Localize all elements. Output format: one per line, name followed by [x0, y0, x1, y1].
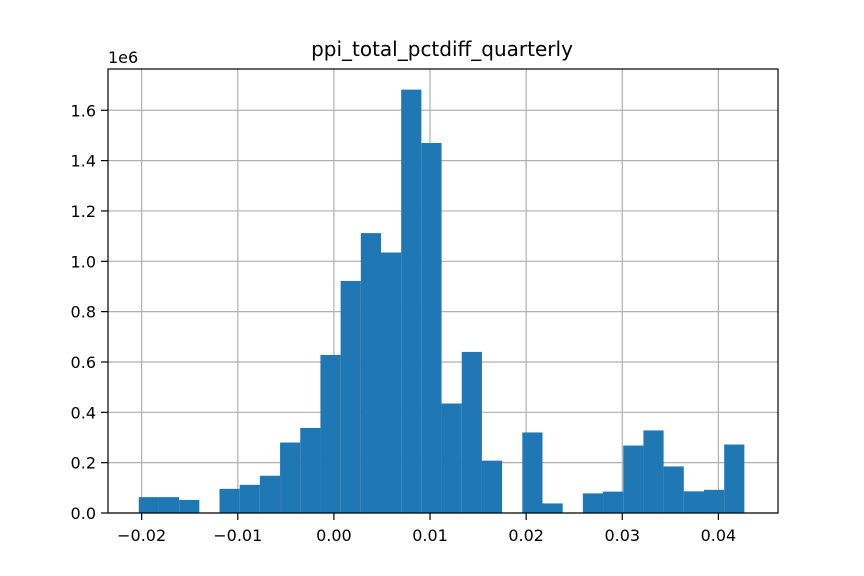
y-tick-label: 1.2: [71, 202, 96, 221]
histogram-bar: [623, 445, 644, 513]
y-axis-ticks: 0.0 0.2 0.4 0.6 0.8 1.0 1.2 1.4 1.6: [71, 101, 108, 523]
histogram-bar: [421, 143, 442, 513]
histogram-bar: [401, 89, 422, 513]
axes-frame: [107, 68, 779, 514]
histogram-bar: [320, 354, 341, 513]
x-tick-label: 0.04: [701, 526, 737, 545]
y-tick-label: 0.4: [71, 403, 96, 422]
y-tick-label: 0.2: [71, 454, 96, 473]
y-tick-label: 1.0: [71, 252, 96, 271]
x-tick-label: 0.02: [508, 526, 544, 545]
histogram-bar: [340, 280, 361, 513]
x-tick-label: −0.02: [117, 526, 166, 545]
histogram-bar: [239, 484, 260, 513]
histogram-bar: [683, 491, 704, 513]
y-tick-label: 0.8: [71, 303, 96, 322]
x-axis-ticks: −0.02 −0.01 0.00 0.01 0.02 0.03 0.04: [117, 513, 736, 545]
histogram-bar: [219, 488, 240, 513]
histogram-bar: [360, 233, 381, 514]
y-tick-label: 1.4: [71, 152, 96, 171]
histogram-bar: [259, 475, 281, 513]
histogram-bar: [158, 497, 180, 513]
histogram-bar: [179, 499, 200, 513]
x-tick-label: 0.00: [316, 526, 352, 545]
histogram-bar: [300, 427, 321, 513]
histogram-bar: [703, 489, 725, 513]
y-tick-label: 1.6: [71, 101, 96, 120]
x-tick-label: −0.01: [213, 526, 262, 545]
histogram-bar: [138, 497, 159, 513]
histogram-bar: [441, 403, 462, 513]
histogram-bar: [663, 466, 684, 513]
histogram-bar: [603, 491, 624, 513]
histogram-bar: [643, 430, 664, 513]
x-tick-label: 0.01: [412, 526, 448, 545]
histogram-bar: [280, 442, 301, 513]
y-tick-label: 0.0: [71, 504, 96, 523]
y-tick-label: 0.6: [71, 353, 96, 372]
y-offset-label: 1e6: [108, 48, 138, 67]
histogram-bar: [380, 252, 402, 513]
histogram-bar: [461, 351, 482, 513]
chart-title: ppi_total_pctdiff_quarterly: [311, 37, 573, 61]
histogram-bar: [582, 493, 604, 513]
histogram-bar: [542, 503, 563, 513]
x-tick-label: 0.03: [604, 526, 640, 545]
histogram-bar: [481, 460, 503, 513]
histogram-bar: [724, 444, 745, 513]
histogram-bar: [522, 432, 543, 513]
histogram-bars: [138, 89, 745, 514]
